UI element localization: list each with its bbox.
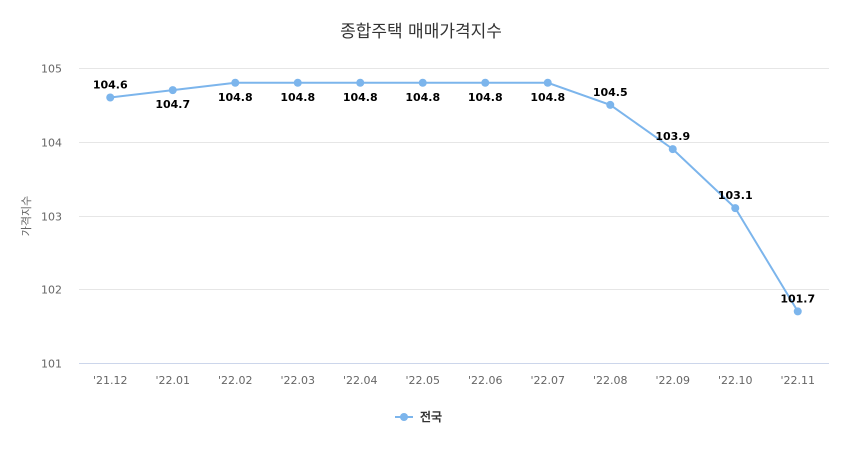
y-tick-label: 101 [41,358,62,371]
chart-title: 종합주택 매매가격지수 [340,22,502,42]
data-label: 103.9 [655,130,690,143]
data-point[interactable] [606,100,615,109]
x-tick-label: '22.07 [530,374,565,387]
data-label: 104.5 [593,86,628,99]
data-point[interactable] [168,86,177,95]
legend-item-label[interactable]: 전국 [420,409,442,424]
series-path [110,81,799,312]
x-tick-label: '22.08 [593,374,628,387]
gridlines [79,68,829,364]
y-axis-title: 가격지수 [20,196,33,236]
x-tick-label: '22.06 [468,374,503,387]
x-tick-label: '21.12 [93,374,128,387]
data-labels: 104.6 104.7 104.8 104.8 104.8 104.8 104.8 104.8… [93,79,815,306]
data-label: 103.1 [718,189,753,202]
data-label: 104.8 [468,91,503,104]
x-axis-ticks: '21.12 '22.01 '22.02 '22.03 '22.04 '22.05 '22.… [93,374,815,387]
data-label: 104.8 [530,91,565,104]
data-label: 104.7 [155,98,190,111]
data-point[interactable] [731,204,740,213]
x-tick-label: '22.05 [405,374,440,387]
y-tick-label: 104 [41,137,62,150]
y-axis-label: 가격지수 [20,196,33,236]
data-label: 104.8 [405,91,440,104]
data-point[interactable] [481,78,490,87]
data-label: 104.6 [93,79,128,92]
data-label: 104.8 [280,91,315,104]
legend[interactable]: 전국 [395,409,442,424]
data-label: 104.8 [218,91,253,104]
legend-marker-icon [400,413,408,421]
data-point[interactable] [231,78,240,87]
data-label: 104.8 [343,91,378,104]
x-tick-label: '22.04 [343,374,378,387]
x-tick-label: '22.10 [718,374,753,387]
series-line [110,81,799,312]
x-tick-label: '22.09 [655,374,690,387]
data-point[interactable] [293,78,302,87]
data-points [106,78,802,316]
y-tick-label: 102 [41,284,62,297]
y-tick-label: 103 [41,211,62,224]
data-point[interactable] [793,307,802,316]
x-tick-label: '22.03 [280,374,315,387]
data-point[interactable] [668,145,677,154]
data-point[interactable] [418,78,427,87]
data-label: 101.7 [780,292,815,305]
data-point[interactable] [106,93,115,102]
x-tick-label: '22.02 [218,374,253,387]
data-point[interactable] [356,78,365,87]
y-tick-label: 105 [41,63,62,76]
data-point[interactable] [543,78,552,87]
x-tick-label: '22.01 [155,374,190,387]
x-tick-label: '22.11 [780,374,815,387]
y-axis-ticks: 101 102 103 104 105 [41,63,62,371]
